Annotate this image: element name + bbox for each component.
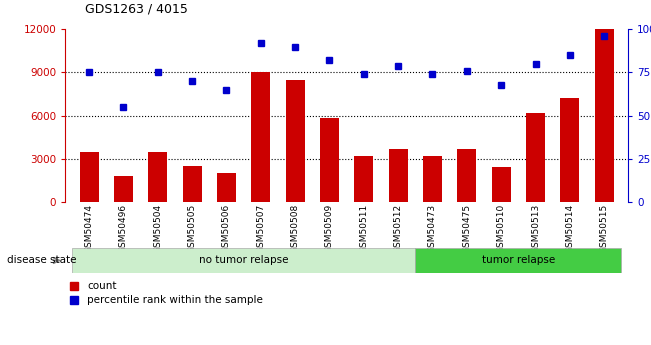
Text: tumor relapse: tumor relapse (482, 256, 555, 265)
Bar (148, 151, 167, 202)
Bar (389, 149, 408, 202)
Text: GSM50504: GSM50504 (153, 204, 162, 253)
Bar (79, 151, 98, 202)
Bar (458, 149, 477, 202)
Text: GSM50474: GSM50474 (85, 204, 94, 253)
Text: GSM50505: GSM50505 (187, 204, 197, 254)
Text: GSM50506: GSM50506 (222, 204, 231, 254)
Bar (492, 167, 510, 202)
Text: GSM50513: GSM50513 (531, 204, 540, 254)
Text: GSM50496: GSM50496 (119, 204, 128, 253)
Text: GDS1263 / 4015: GDS1263 / 4015 (85, 2, 187, 16)
Bar (217, 173, 236, 202)
Bar (72, 248, 415, 273)
Text: GSM50510: GSM50510 (497, 204, 506, 254)
Bar (286, 80, 305, 202)
Text: GSM50508: GSM50508 (290, 204, 299, 254)
Legend: count, percentile rank within the sample: count, percentile rank within the sample (70, 281, 263, 305)
Bar (423, 156, 442, 202)
Bar (320, 118, 339, 202)
Bar (183, 166, 202, 202)
Bar (595, 29, 614, 202)
Text: GSM50473: GSM50473 (428, 204, 437, 253)
Text: GSM50475: GSM50475 (462, 204, 471, 253)
Bar (561, 98, 579, 202)
Text: GSM50515: GSM50515 (600, 204, 609, 254)
Bar (114, 176, 133, 202)
Text: disease state: disease state (7, 256, 76, 265)
Text: GSM50514: GSM50514 (565, 204, 574, 253)
Bar (415, 248, 621, 273)
Text: GSM50512: GSM50512 (394, 204, 403, 253)
Bar (526, 113, 545, 202)
Text: GSM50511: GSM50511 (359, 204, 368, 254)
Text: GSM50507: GSM50507 (256, 204, 266, 254)
Text: no tumor relapse: no tumor relapse (199, 256, 288, 265)
Bar (354, 156, 373, 202)
Text: GSM50509: GSM50509 (325, 204, 334, 254)
Bar (251, 72, 270, 202)
